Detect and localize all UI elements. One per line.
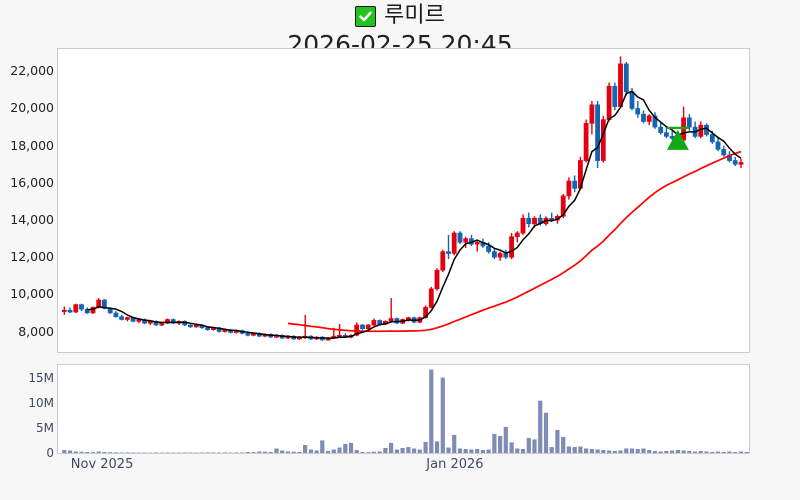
buy-signal-marker[interactable] <box>666 126 689 150</box>
price-tick-label: 12,000 <box>10 249 54 265</box>
price-y-axis: 8,000 10,000 12,000 14,000 16,000 18,000 20,00… <box>0 48 54 353</box>
x-tick-label: Nov 2025 <box>70 457 134 472</box>
volume-tick-label: 10M <box>28 395 54 410</box>
green-check-icon <box>355 5 377 27</box>
page-title: 루미르 <box>384 3 445 28</box>
price-tick-label: 8,000 <box>18 323 54 339</box>
price-tick-label: 14,000 <box>10 212 54 228</box>
volume-tick-label: 0 <box>46 446 54 460</box>
volume-tick-label: 15M <box>28 370 54 385</box>
x-tick-label: Jan 2026 <box>426 457 484 472</box>
price-tick-label: 10,000 <box>10 286 54 302</box>
volume-chart-panel[interactable] <box>57 364 750 454</box>
price-chart-panel[interactable] <box>57 48 750 353</box>
price-tick-label: 22,000 <box>10 63 54 79</box>
title-row: 루미르 <box>0 2 800 30</box>
volume-y-axis: 0 5M 10M 15M <box>0 364 54 459</box>
price-tick-label: 20,000 <box>10 100 54 116</box>
price-tick-label: 16,000 <box>10 174 54 190</box>
volume-tick-label: 5M <box>36 420 54 435</box>
price-tick-label: 18,000 <box>10 137 54 153</box>
